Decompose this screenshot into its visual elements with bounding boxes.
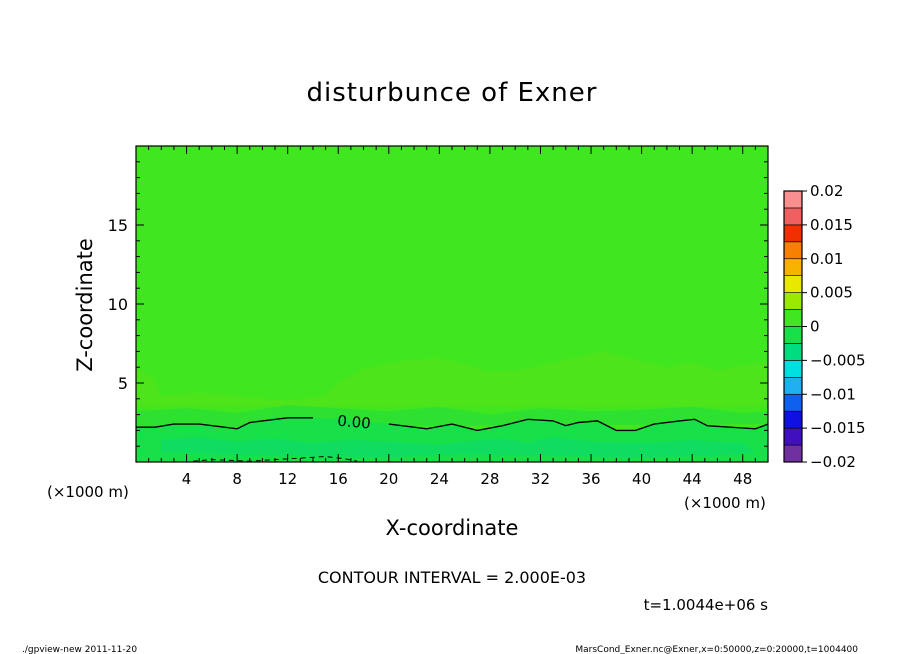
- colorbar-bin: [783, 292, 803, 310]
- footer-left: ./gpview-new 2011-11-20: [22, 645, 137, 654]
- colorbar-tick-label: −0.01: [810, 385, 856, 403]
- footer-right: MarsCond_Exner.nc@Exner,x=0:50000,z=0:20…: [575, 645, 858, 654]
- x-tick-label: 44: [683, 470, 702, 488]
- chart-title: disturbunce of Exner: [307, 78, 598, 108]
- colorbar-bin: [783, 377, 803, 395]
- colorbar-bin: [783, 326, 803, 344]
- colorbar-tick-label: 0.015: [810, 216, 853, 234]
- y-tick-label: 15: [108, 216, 128, 235]
- colorbar-tick-label: 0.01: [810, 250, 843, 268]
- colorbar-bin: [783, 410, 803, 429]
- contour-region-4: [161, 436, 756, 458]
- colorbar-tick-label: −0.015: [810, 419, 866, 437]
- colorbar-tick-label: 0: [810, 318, 820, 336]
- colorbar-tick-label: 0.02: [810, 182, 843, 200]
- x-tick-label: 12: [278, 470, 297, 488]
- colorbar-bin: [783, 275, 803, 293]
- x-tick-label: 32: [531, 470, 550, 488]
- y-tick-label: 10: [108, 295, 128, 314]
- colorbar-bin: [783, 444, 803, 463]
- colorbar-bin: [783, 309, 803, 327]
- x-unit-label-left: (×1000 m): [47, 483, 129, 501]
- x-tick-label: 36: [581, 470, 600, 488]
- x-tick-label: 24: [430, 470, 449, 488]
- x-tick-label: 40: [632, 470, 651, 488]
- x-tick-label: 4: [182, 470, 192, 488]
- contour-line-label: 0.00: [337, 412, 372, 433]
- colorbar: 0.02 0.015 0.01 0.005 0 −0.005 −0.01 −0.015 −0.0…: [783, 182, 866, 471]
- contour-line-zero: [388, 418, 768, 432]
- colorbar-bin: [783, 190, 803, 209]
- colorbar-bin: [783, 224, 803, 243]
- x-tick-label: 48: [733, 470, 752, 488]
- colorbar-bin: [783, 241, 803, 260]
- colorbar-bin: [783, 258, 803, 276]
- contour-region-1: [136, 351, 768, 407]
- time-label: t=1.0044e+06 s: [644, 596, 769, 614]
- colorbar-tick-label: 0.005: [810, 284, 853, 302]
- y-axis-label: Z-coordinate: [73, 238, 97, 372]
- colorbar-bin: [783, 343, 803, 361]
- x-tick-label: 20: [379, 470, 398, 488]
- colorbar-tick-label: −0.02: [810, 453, 856, 471]
- colorbar-bin: [783, 207, 803, 226]
- colorbar-bin: [783, 427, 803, 446]
- x-axis-label: X-coordinate: [386, 516, 519, 540]
- x-unit-label-right: (×1000 m): [684, 494, 766, 512]
- colorbar-tick-label: −0.005: [810, 351, 866, 369]
- contour-line-zero: [136, 417, 313, 430]
- colorbar-bin: [783, 360, 803, 378]
- y-tick-label: 5: [118, 374, 128, 393]
- colorbar-bin: [783, 393, 803, 412]
- contour-fill: [136, 146, 768, 462]
- x-tick-label: 28: [480, 470, 499, 488]
- x-tick-label: 8: [232, 470, 242, 488]
- x-tick-label: 16: [329, 470, 348, 488]
- contour-interval-text: CONTOUR INTERVAL = 2.000E-03: [318, 568, 586, 587]
